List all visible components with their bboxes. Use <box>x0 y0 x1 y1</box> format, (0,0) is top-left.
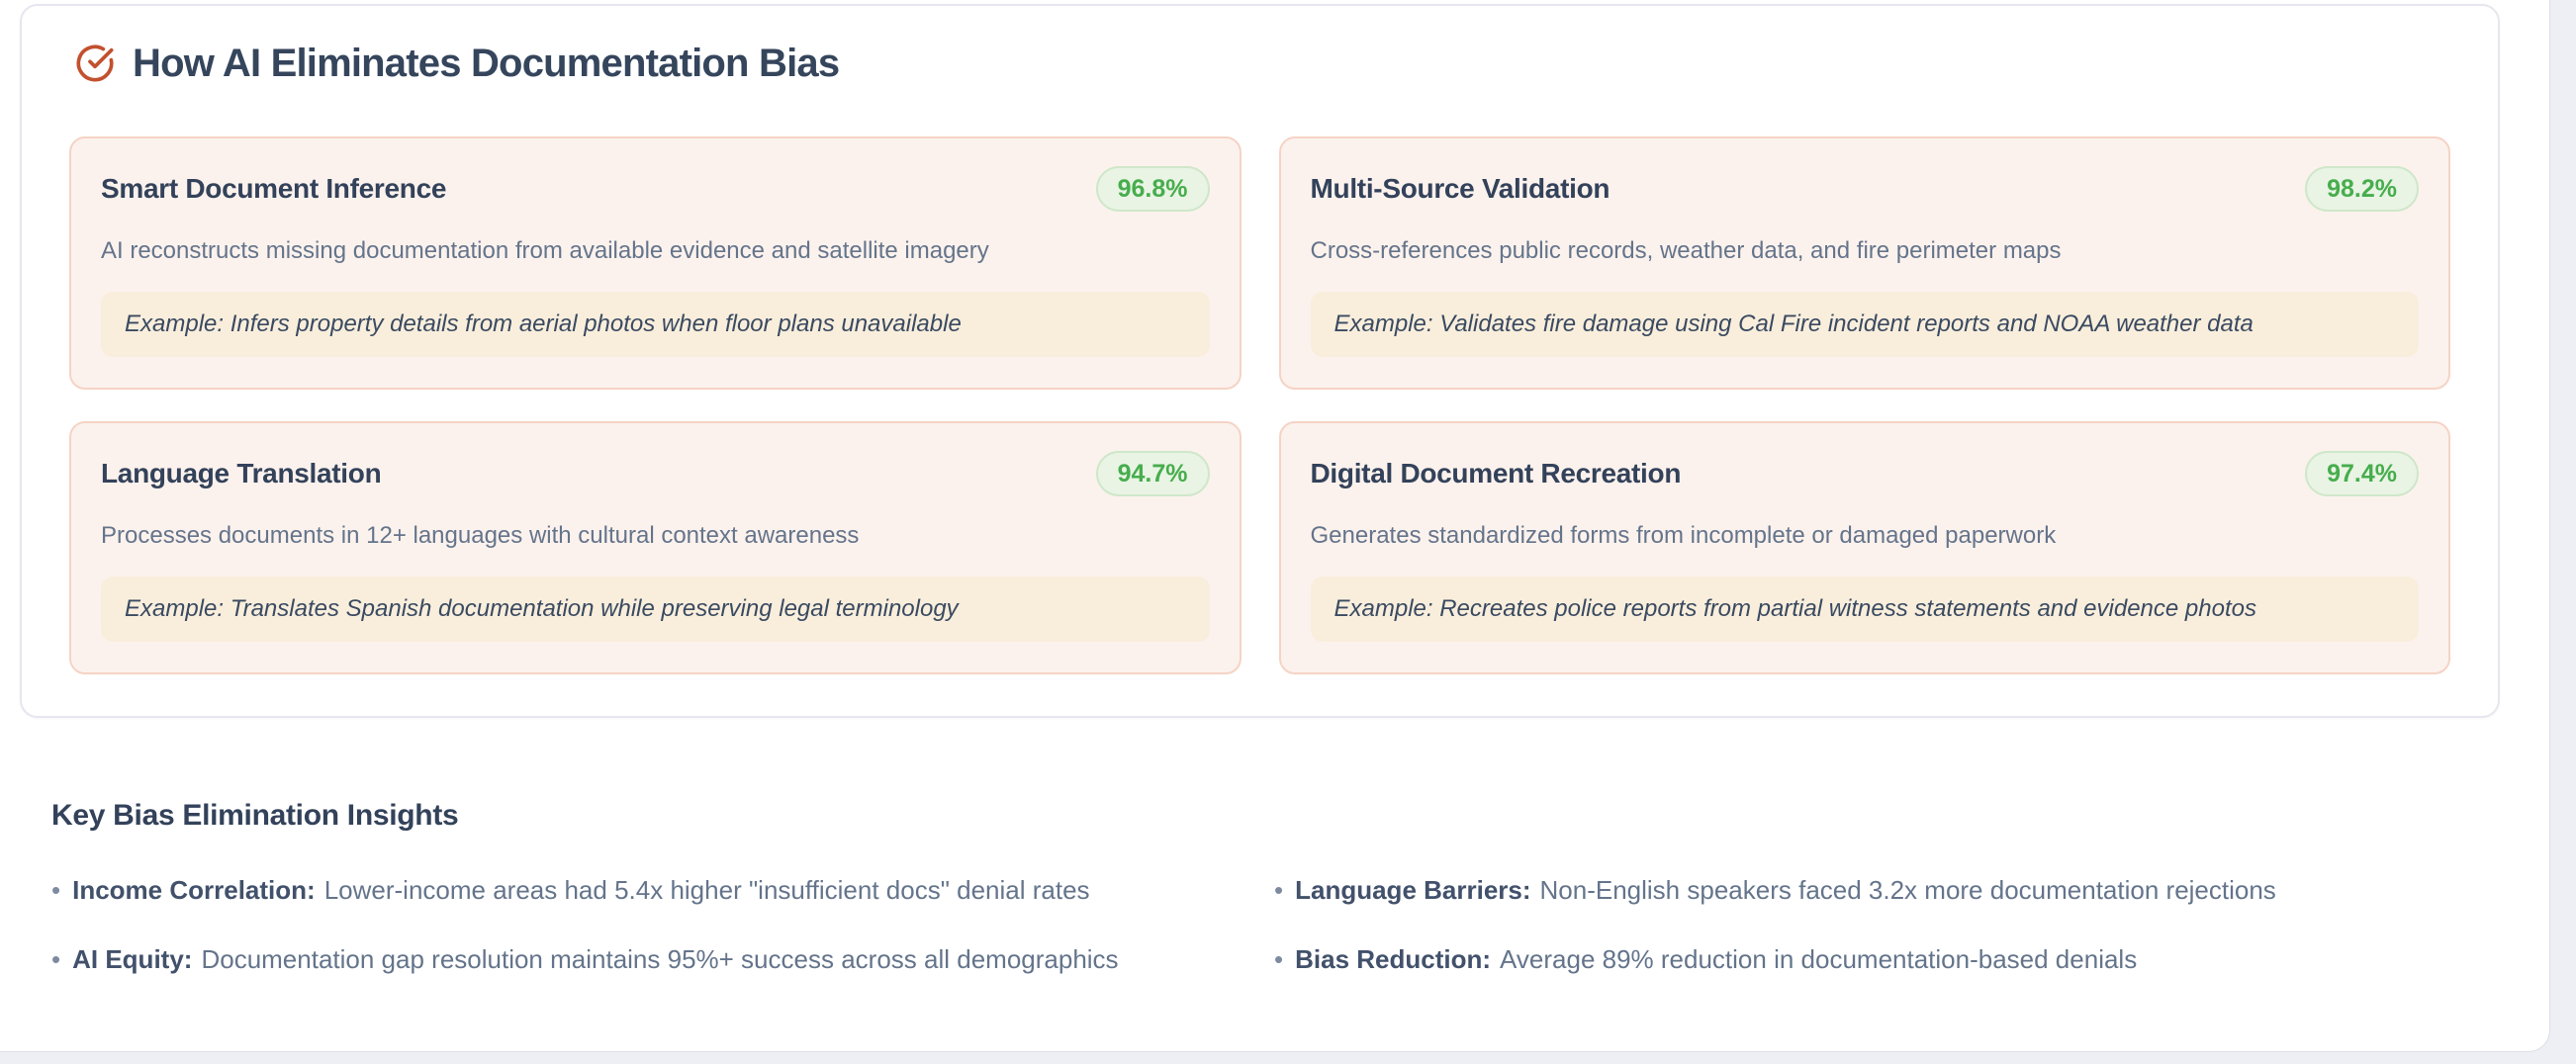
insight-label: Bias Reduction: <box>1295 944 1492 974</box>
insight-text: Lower-income areas had 5.4x higher "insu… <box>323 875 1090 905</box>
capability-card-digital-document-recreation: Digital Document Recreation 97.4% Genera… <box>1278 421 2450 674</box>
capability-grid: Smart Document Inference 96.8% AI recons… <box>69 136 2450 674</box>
capability-description: Cross-references public records, weather… <box>1310 237 2062 264</box>
capability-title: Smart Document Inference <box>101 173 447 204</box>
capability-card-smart-document-inference: Smart Document Inference 96.8% AI recons… <box>69 136 1242 390</box>
content-panel: How AI Eliminates Documentation Bias Sma… <box>0 0 2550 1052</box>
check-circle-icon <box>75 44 115 83</box>
capability-example: Example: Validates fire damage using Cal… <box>1310 292 2419 358</box>
capability-card-header: Language Translation 94.7% <box>101 451 1210 496</box>
insight-label: Language Barriers: <box>1295 875 1531 905</box>
capability-card-header: Smart Document Inference 96.8% <box>101 166 1210 212</box>
insights-section: Key Bias Elimination Insights • Income Co… <box>51 799 2445 981</box>
insight-item-ai-equity: • AI Equity: Documentation gap resolution … <box>51 937 1274 981</box>
insight-label: AI Equity: <box>72 944 193 974</box>
capability-card-header: Multi-Source Validation 98.2% <box>1310 166 2419 212</box>
accuracy-badge: 96.8% <box>1095 166 1210 212</box>
capability-title: Multi-Source Validation <box>1310 173 1610 204</box>
insight-text: Non-English speakers faced 3.2x more doc… <box>1539 875 2276 905</box>
bullet-icon: • <box>1274 944 1284 974</box>
capability-card-header: Digital Document Recreation 97.4% <box>1310 451 2419 496</box>
bullet-icon: • <box>51 875 61 905</box>
insights-title: Key Bias Elimination Insights <box>51 799 459 832</box>
insight-item-language-barriers: • Language Barriers: Non-English speakers … <box>1274 868 2445 912</box>
capability-description: Processes documents in 12+ languages wit… <box>101 522 860 549</box>
ai-capabilities-card: How AI Eliminates Documentation Bias Sma… <box>20 4 2500 718</box>
bullet-icon: • <box>51 944 61 974</box>
capability-title: Language Translation <box>101 458 382 488</box>
capability-example: Example: Infers property details from ae… <box>101 292 1210 358</box>
accuracy-badge: 98.2% <box>2305 166 2419 212</box>
capability-card-language-translation: Language Translation 94.7% Processes doc… <box>69 421 1242 674</box>
insights-grid: • Income Correlation: Lower-income areas h… <box>51 868 2445 981</box>
insight-text: Documentation gap resolution maintains 9… <box>201 944 1119 974</box>
capability-example: Example: Recreates police reports from p… <box>1310 576 2419 643</box>
insight-text: Average 89% reduction in documentation-b… <box>1500 944 2138 974</box>
capability-description: Generates standardized forms from incomp… <box>1310 522 2057 549</box>
capability-card-multi-source-validation: Multi-Source Validation 98.2% Cross-refe… <box>1278 136 2450 390</box>
insight-item-bias-reduction: • Bias Reduction: Average 89% reduction in… <box>1274 937 2445 981</box>
accuracy-badge: 97.4% <box>2305 451 2419 496</box>
accuracy-badge: 94.7% <box>1095 451 1210 496</box>
insight-item-income-correlation: • Income Correlation: Lower-income areas h… <box>51 868 1274 912</box>
capability-example: Example: Translates Spanish documentatio… <box>101 576 1210 643</box>
insight-label: Income Correlation: <box>72 875 316 905</box>
capability-title: Digital Document Recreation <box>1310 458 1682 488</box>
section-title: How AI Eliminates Documentation Bias <box>133 42 840 85</box>
capability-description: AI reconstructs missing documentation fr… <box>101 237 989 264</box>
capabilities-card-header: How AI Eliminates Documentation Bias <box>75 42 840 85</box>
bullet-icon: • <box>1274 875 1284 905</box>
